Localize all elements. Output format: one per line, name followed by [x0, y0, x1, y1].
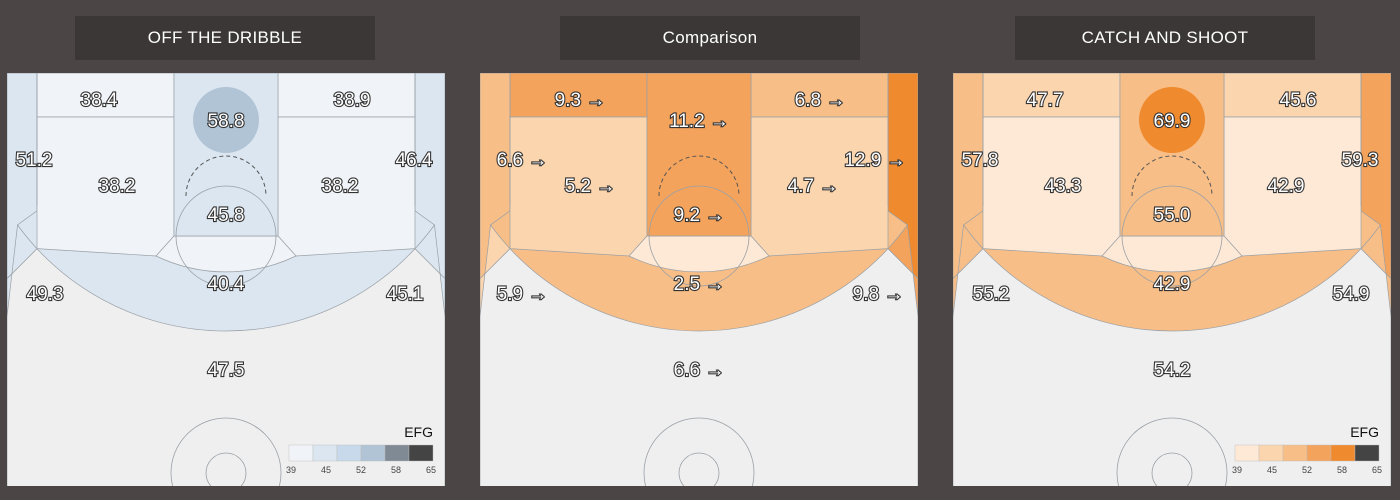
panel-title-text: OFF THE DRIBBLE — [147, 28, 303, 47]
legend-tick: 52 — [356, 465, 366, 475]
zone-label-right-wing-3: 54.9 — [1333, 284, 1370, 305]
zone-label-left-wing-3: 5.9 → — [497, 284, 548, 305]
zone-label-left-mid: 5.2 → — [565, 176, 616, 197]
legend-swatch — [1306, 444, 1332, 462]
zone-label-paint: 45.8 — [208, 205, 245, 226]
zone-label-right-corner-3: 46.4 — [396, 150, 433, 171]
legend-tick: 58 — [1337, 465, 1347, 475]
center-circle — [643, 417, 755, 486]
legend-tick: 65 — [1372, 465, 1382, 475]
panel-title-off-dribble: OFF THE DRIBBLE — [75, 16, 375, 60]
restricted-arc — [185, 155, 267, 197]
free-throw-circle — [1121, 185, 1223, 287]
zone-label-restricted-area: 58.8 — [208, 111, 245, 132]
legend-title: EFG — [404, 424, 433, 440]
zone-label-right-baseline-mid: 38.9 — [334, 90, 371, 111]
zone-label-left-corner-3: 57.8 — [962, 150, 999, 171]
legend-swatch — [384, 444, 410, 462]
legend-swatch — [1354, 444, 1380, 462]
zone-restricted-area — [1139, 87, 1205, 153]
zone-label-paint: 55.0 — [1154, 205, 1191, 226]
zone-label-left-wing-3: 49.3 — [27, 284, 64, 305]
zone-top-key-mid — [155, 235, 297, 273]
zone-label-left-corner-3: 6.6 → — [497, 150, 548, 171]
zone-label-right-wing-3: 9.8 → — [853, 284, 904, 305]
center-circle — [1116, 417, 1228, 486]
zone-label-top-key-mid: 42.9 — [1154, 274, 1191, 295]
free-throw-circle — [175, 185, 277, 287]
panel-title-text: CATCH AND SHOOT — [1081, 28, 1249, 47]
zone-label-top-3: 54.2 — [1154, 360, 1191, 381]
legend-swatch — [336, 444, 362, 462]
court-off-dribble: 51.2 38.4 38.2 58.8 45.8 38.9 38.2 46.4 49.3 40.4… — [7, 73, 445, 486]
zone-label-right-wing-3: 45.1 — [387, 284, 424, 305]
zone-label-top-3: 47.5 — [208, 360, 245, 381]
zone-label-left-baseline-mid: 38.4 — [81, 90, 118, 111]
center-circle-inner — [1151, 452, 1193, 486]
legend-tick: 39 — [1232, 465, 1242, 475]
zone-label-left-mid: 43.3 — [1045, 176, 1082, 197]
legend-tick: 58 — [391, 465, 401, 475]
center-circle-inner — [678, 452, 720, 486]
legend-tick: 39 — [286, 465, 296, 475]
legend-title: EFG — [1350, 424, 1379, 440]
zone-label-paint: 9.2 → — [674, 205, 725, 226]
zone-label-left-baseline-mid: 9.3 → — [555, 90, 606, 111]
center-circle — [170, 417, 282, 486]
zone-label-right-corner-3: 12.9 → — [844, 150, 905, 171]
zone-label-left-wing-3: 55.2 — [973, 284, 1010, 305]
zone-label-restricted-area: 69.9 — [1154, 111, 1191, 132]
restricted-arc — [1131, 155, 1213, 197]
zone-label-right-mid: 38.2 — [322, 176, 359, 197]
zone-label-left-corner-3: 51.2 — [16, 150, 53, 171]
zone-label-restricted-area: 11.2 → — [669, 111, 729, 132]
legend-swatch — [408, 444, 434, 462]
restricted-arc — [658, 155, 740, 197]
legend-swatch — [1330, 444, 1356, 462]
panel-title-catch-shoot: CATCH AND SHOOT — [1015, 16, 1315, 60]
zone-label-top-3: 6.6 → — [674, 360, 725, 381]
zone-label-right-mid: 42.9 — [1268, 176, 1305, 197]
zone-label-top-key-mid: 2.5 → — [674, 274, 725, 295]
zone-label-right-corner-3: 59.3 — [1342, 150, 1379, 171]
legend-swatch — [1282, 444, 1308, 462]
panel-title-text: Comparison — [662, 28, 758, 47]
free-throw-circle — [648, 185, 750, 287]
legend-swatch — [1234, 444, 1260, 462]
court-comparison: 6.6 → 9.3 → 5.2 → 11.2 → 9.2 → 6.8 → 4.7 → 12.9… — [480, 73, 918, 486]
zone-label-top-key-mid: 40.4 — [208, 274, 245, 295]
legend-tick: 52 — [1302, 465, 1312, 475]
legend-tick: 45 — [1267, 465, 1277, 475]
zone-restricted-area — [193, 87, 259, 153]
legend-swatch — [360, 444, 386, 462]
court-chart: 6.6 → 9.3 → 5.2 → 11.2 → 9.2 → 6.8 → 4.7 →12.9… — [480, 73, 918, 486]
legend-tick: 45 — [321, 465, 331, 475]
legend-swatch — [288, 444, 314, 462]
court-catch-shoot: 57.8 47.7 43.3 69.9 55.0 45.6 42.9 59.3 55.2 42.9… — [953, 73, 1391, 486]
zone-top-key-mid — [1101, 235, 1243, 273]
court-chart: 51.2 38.4 38.2 58.8 45.8 38.9 38.2 46.4 49.3 40.4… — [7, 73, 445, 486]
zone-top-key-mid — [628, 235, 770, 273]
legend-swatch — [1258, 444, 1284, 462]
zone-label-left-baseline-mid: 47.7 — [1027, 90, 1064, 111]
zone-restricted-area — [666, 87, 732, 153]
legend-swatch — [312, 444, 338, 462]
panel-title-comparison: Comparison — [560, 16, 860, 60]
center-circle-inner — [205, 452, 247, 486]
zone-label-right-baseline-mid: 6.8 → — [795, 90, 846, 111]
zone-label-right-mid: 4.7 → — [788, 176, 839, 197]
court-chart: 57.8 47.7 43.3 69.9 55.0 45.6 42.9 59.3 55.2 42.9… — [953, 73, 1391, 486]
zone-label-right-baseline-mid: 45.6 — [1280, 90, 1317, 111]
legend-tick: 65 — [426, 465, 436, 475]
zone-label-left-mid: 38.2 — [99, 176, 136, 197]
